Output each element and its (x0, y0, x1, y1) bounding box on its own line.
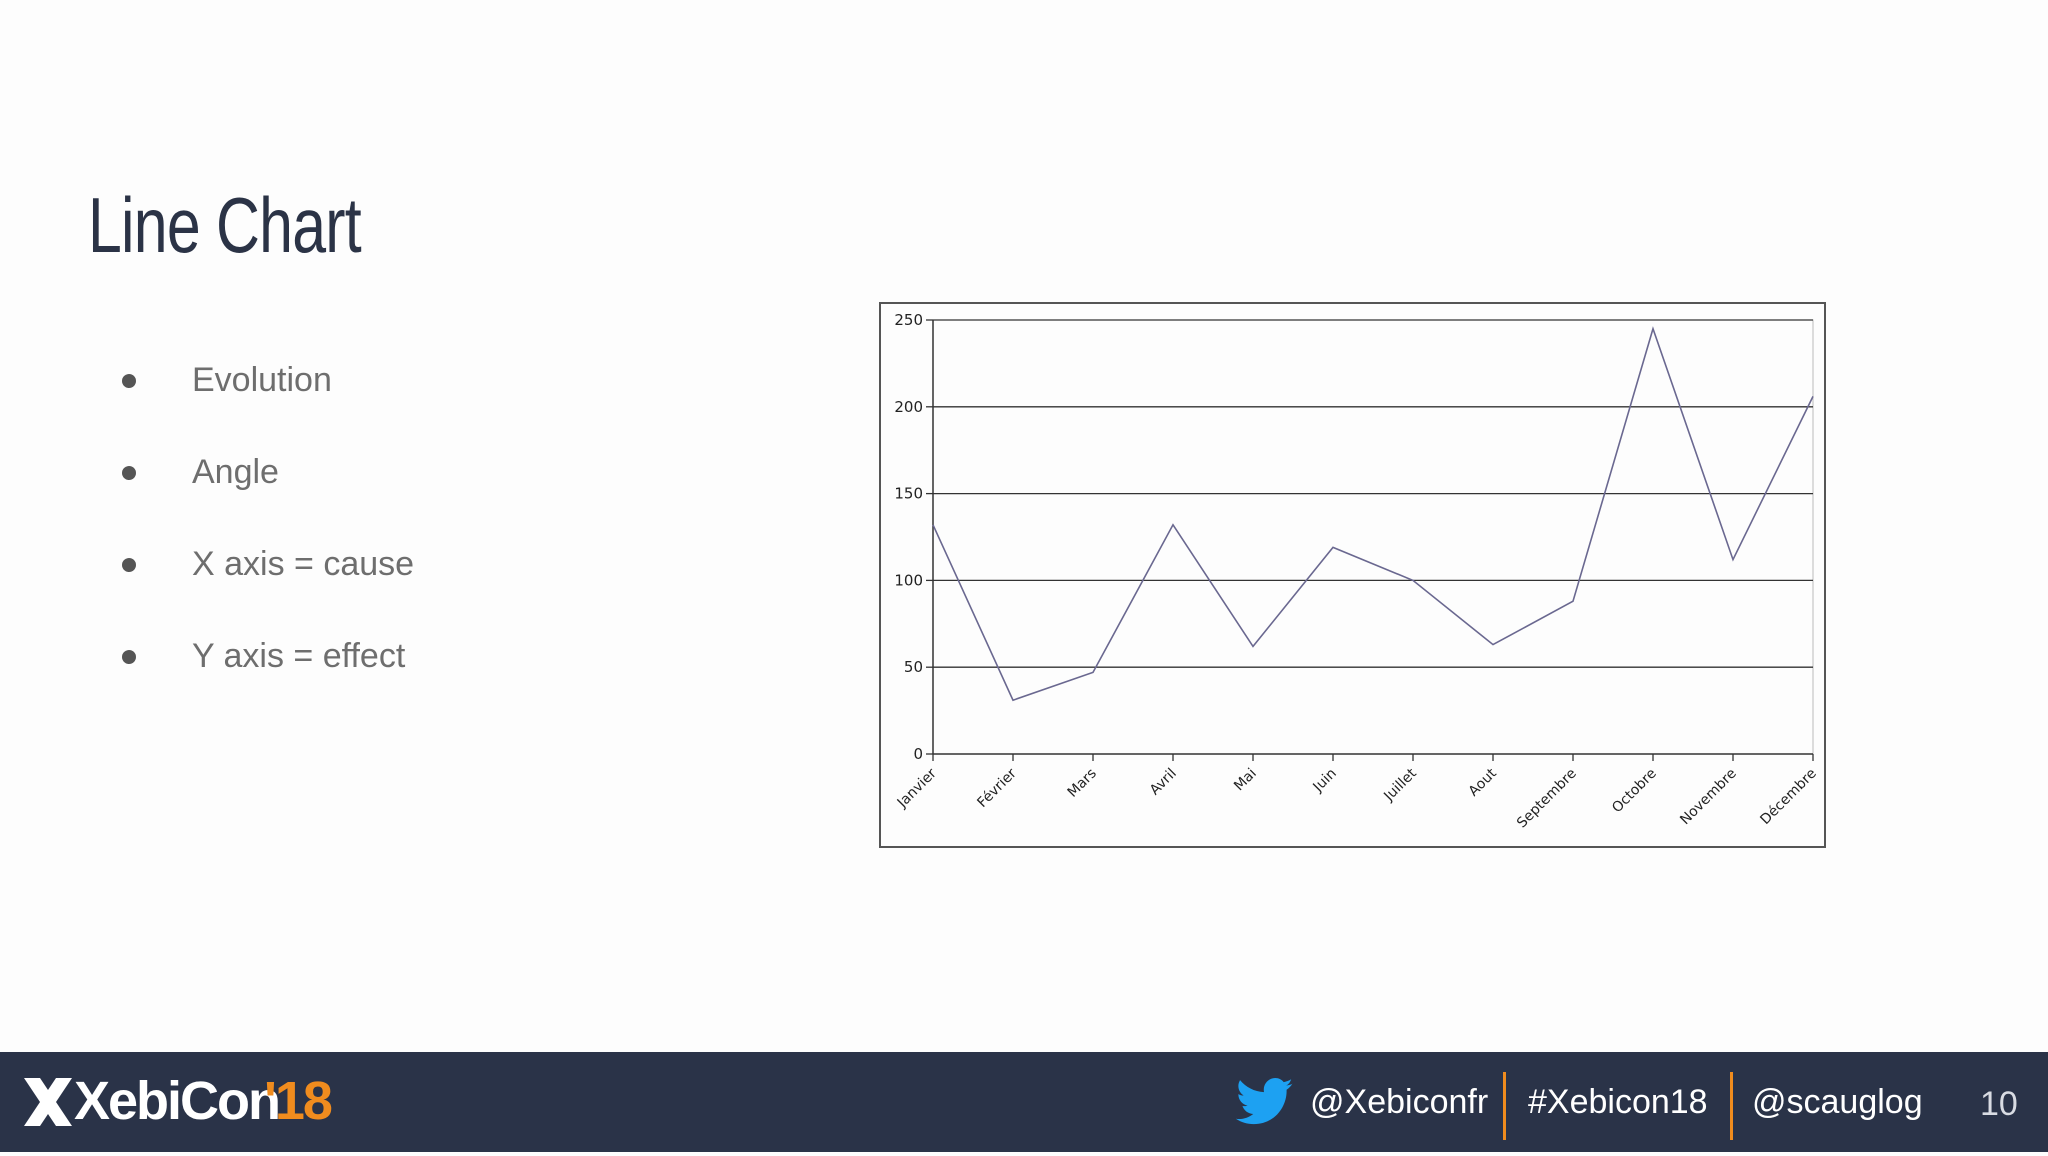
hashtag: #Xebicon18 (1528, 1083, 1708, 1121)
line-chart: 0 50 100 150 200 250 Janvier Février Mars Avril Ma… (879, 302, 1826, 848)
x-tick-label: Aout (1466, 765, 1500, 799)
y-tick-label: 50 (904, 658, 923, 676)
y-tick-label: 150 (894, 485, 923, 503)
x-tick-label: Avril (1147, 766, 1180, 799)
bullet-dot-icon (122, 558, 136, 572)
bullet-text: Angle (192, 453, 279, 491)
footer-bar: XebiCon '18 @Xebiconfr #Xebicon18 @scaug… (0, 1052, 2048, 1152)
plot-area-border (932, 319, 1814, 755)
x-tick-label: Septembre (1514, 766, 1580, 832)
x-tick-label: Novembre (1677, 766, 1740, 829)
x-tick-label: Juillet (1380, 765, 1420, 805)
twitter-bird-icon (1236, 1078, 1293, 1125)
bullet-text: Evolution (192, 361, 332, 399)
xebicon-x-icon (24, 1078, 72, 1126)
y-tick-label: 200 (894, 398, 923, 416)
bullet-item: Angle (118, 440, 414, 532)
bullet-text: Y axis = effect (192, 637, 406, 675)
x-tick-label: Octobre (1609, 766, 1660, 817)
y-tick-label: 250 (894, 311, 923, 329)
bullet-item: Y axis = effect (118, 624, 414, 716)
bullet-dot-icon (122, 374, 136, 388)
bullet-dot-icon (122, 466, 136, 480)
brand-year: '18 (264, 1071, 333, 1131)
slide: Line Chart Evolution Angle X axis = caus… (88, 181, 1826, 848)
x-tick-label: Juin (1310, 766, 1340, 796)
bullet-item: Evolution (118, 348, 414, 440)
page-number: 10 (1980, 1085, 2018, 1123)
footer-separator (1730, 1072, 1733, 1140)
line-chart-svg: 0 50 100 150 200 250 Janvier Février Mars Avril Ma… (894, 311, 1820, 832)
footer-separator (1503, 1072, 1506, 1140)
bullet-dot-icon (122, 650, 136, 664)
x-tick-label: Février (974, 765, 1020, 811)
y-tick-label: 100 (894, 571, 923, 589)
slide-title: Line Chart (88, 181, 362, 269)
brand-name: XebiCon (74, 1071, 281, 1131)
bullet-text: X axis = cause (192, 545, 415, 583)
twitter-handle: @Xebiconfr (1310, 1083, 1489, 1121)
series-line (932, 326, 1814, 702)
x-tick-label: Décembre (1757, 766, 1819, 828)
bullet-item: X axis = cause (118, 532, 414, 624)
x-tick-label: Mars (1065, 766, 1100, 801)
y-tick-label: 0 (913, 745, 923, 763)
speaker-handle: @scauglog (1752, 1083, 1923, 1121)
x-tick-label: Mai (1231, 766, 1260, 795)
x-tick-label: Janvier (894, 765, 940, 811)
bullet-list: Evolution Angle X axis = cause Y axis = … (118, 348, 414, 716)
